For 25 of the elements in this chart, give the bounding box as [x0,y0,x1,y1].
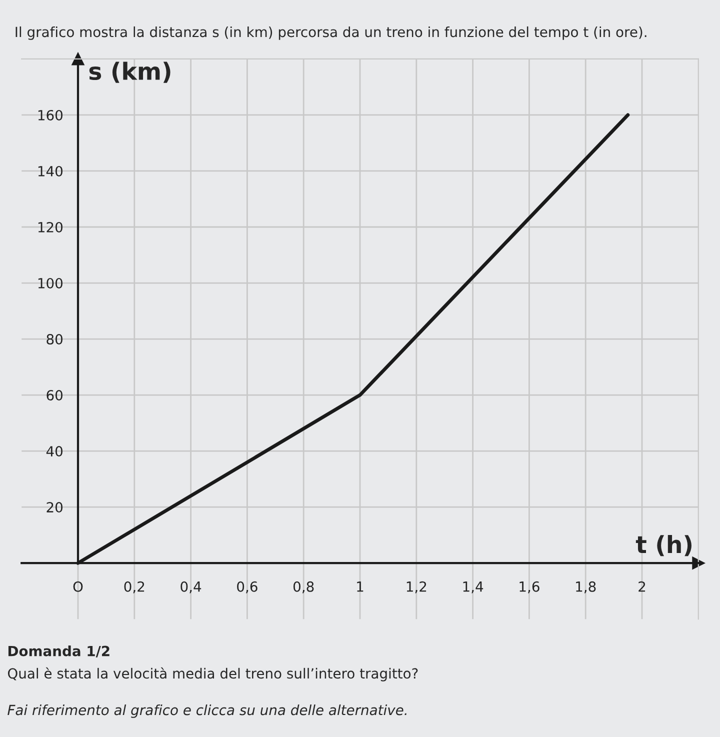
x-tick-label: 0,6 [237,581,258,594]
text: Qual è stata la velocità media del treno sull’intero tragitto? [8,667,418,682]
chart-title: Il grafico mostra la distanza s (in km) percorsa da un treno in funzione del tempo t (in ore). [16,26,646,40]
text: Fai riferimento al grafico e clicca su una delle alternative. [8,704,406,718]
y-tick-label: 100 [38,278,62,288]
x-tick-label: 2 [638,581,646,592]
y-tick-label: 20 [46,502,62,513]
x-tick-label: 1,2 [406,581,426,594]
x-tick-label: 1,8 [576,581,596,594]
y-axis-title: s (km) [89,62,170,83]
y-tick-label: 120 [38,222,62,232]
x-tick-label: 1,6 [520,581,540,594]
y-tick-label: 80 [46,334,62,344]
text: Domanda 1/2 [8,646,110,658]
x-tick-label: 1,4 [463,582,484,594]
y-tick-label: 40 [46,446,62,457]
x-tick-label: 0,8 [293,581,314,594]
y-tick-label: 140 [38,166,62,176]
x-tick-label: 0,4 [180,581,202,594]
x-tick-label: 1 [357,582,364,592]
x-axis-title: t (h) [636,535,692,556]
y-tick-label: 60 [46,390,62,401]
x-tick-label: O [73,581,83,592]
x-tick-label: 0,2 [124,581,144,594]
y-tick-label: 160 [38,110,62,120]
